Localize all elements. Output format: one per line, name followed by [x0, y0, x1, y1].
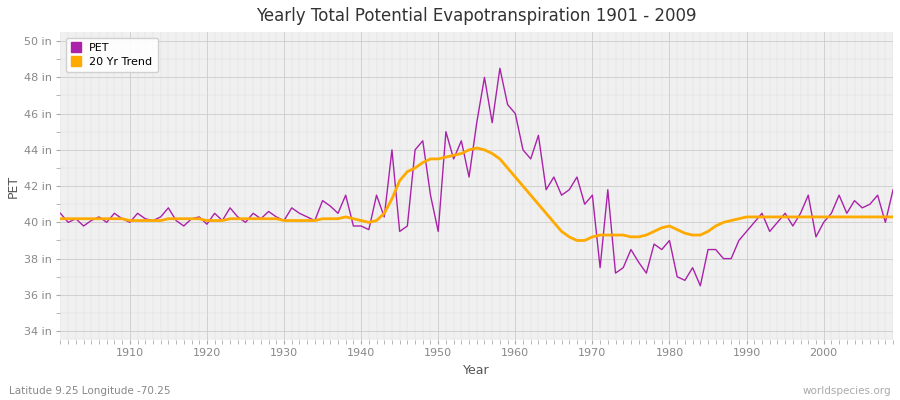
20 Yr Trend: [518, 184, 528, 188]
20 Yr Trend: [887, 214, 898, 219]
PET: [55, 211, 66, 216]
X-axis label: Year: Year: [464, 364, 490, 377]
Text: worldspecies.org: worldspecies.org: [803, 386, 891, 396]
Text: Latitude 9.25 Longitude -70.25: Latitude 9.25 Longitude -70.25: [9, 386, 170, 396]
20 Yr Trend: [286, 218, 297, 223]
PET: [333, 211, 344, 216]
PET: [286, 206, 297, 210]
Title: Yearly Total Potential Evapotranspiration 1901 - 2009: Yearly Total Potential Evapotranspiratio…: [256, 7, 697, 25]
PET: [518, 148, 528, 152]
Y-axis label: PET: PET: [7, 174, 20, 198]
PET: [610, 271, 621, 276]
20 Yr Trend: [510, 175, 521, 180]
Line: PET: PET: [60, 68, 893, 286]
Legend: PET, 20 Yr Trend: PET, 20 Yr Trend: [66, 38, 158, 72]
20 Yr Trend: [55, 216, 66, 221]
PET: [117, 216, 128, 221]
20 Yr Trend: [117, 216, 128, 221]
Line: 20 Yr Trend: 20 Yr Trend: [60, 148, 893, 240]
PET: [494, 66, 505, 71]
PET: [510, 111, 521, 116]
PET: [695, 283, 706, 288]
20 Yr Trend: [572, 238, 582, 243]
20 Yr Trend: [617, 233, 628, 238]
20 Yr Trend: [472, 146, 482, 150]
PET: [887, 187, 898, 192]
20 Yr Trend: [333, 216, 344, 221]
